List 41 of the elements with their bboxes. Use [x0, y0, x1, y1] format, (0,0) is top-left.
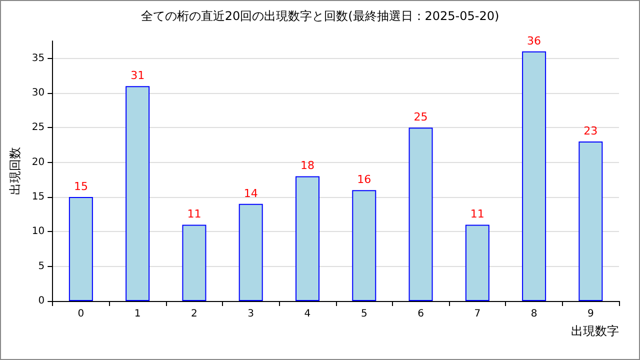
data-label: 15 [74, 180, 88, 193]
y-tick-label: 30 [32, 88, 45, 98]
bar [465, 224, 490, 301]
bar [522, 51, 546, 301]
bar [68, 197, 93, 301]
x-tick-label: 0 [78, 308, 84, 320]
y-tick-label: 15 [32, 192, 45, 202]
bar [182, 224, 206, 301]
y-tick-label: 20 [32, 156, 45, 168]
bar [295, 176, 320, 301]
x-tick-label: 4 [304, 308, 311, 320]
bar [578, 142, 603, 301]
y-axis-title: 出現回数 [8, 147, 22, 195]
y-tick-label: 0 [38, 296, 45, 306]
y-tick-label: 5 [38, 260, 45, 272]
x-tick-label: 8 [530, 308, 538, 320]
data-label: 31 [130, 69, 145, 82]
bar [408, 128, 433, 301]
x-tick-label: 1 [134, 308, 141, 320]
data-label: 23 [584, 124, 598, 138]
data-label: 14 [244, 186, 258, 200]
y-tick-label: 25 [32, 122, 45, 134]
bar [352, 190, 376, 301]
bar [126, 86, 150, 301]
chart-title: 全ての桁の直近20回の出現数字と回数(最終抽選日：2025-05-20) [140, 9, 500, 23]
y-tick-label: 10 [32, 226, 45, 238]
x-tick-label: 5 [360, 308, 368, 320]
data-label: 18 [300, 159, 314, 172]
data-label: 11 [470, 208, 484, 221]
y-tick-label: 35 [32, 52, 45, 64]
x-tick-label: 9 [587, 308, 594, 320]
x-axis-title: 出現数字 [571, 324, 619, 338]
data-label: 36 [527, 34, 542, 48]
bar [238, 204, 263, 301]
x-tick-label: 3 [248, 308, 254, 320]
x-tick-label: 6 [418, 308, 424, 320]
data-label: 16 [357, 173, 372, 186]
x-tick-label: 7 [474, 308, 481, 320]
x-tick-label: 2 [191, 308, 198, 320]
data-label: 25 [414, 110, 428, 124]
data-label: 11 [187, 208, 202, 221]
